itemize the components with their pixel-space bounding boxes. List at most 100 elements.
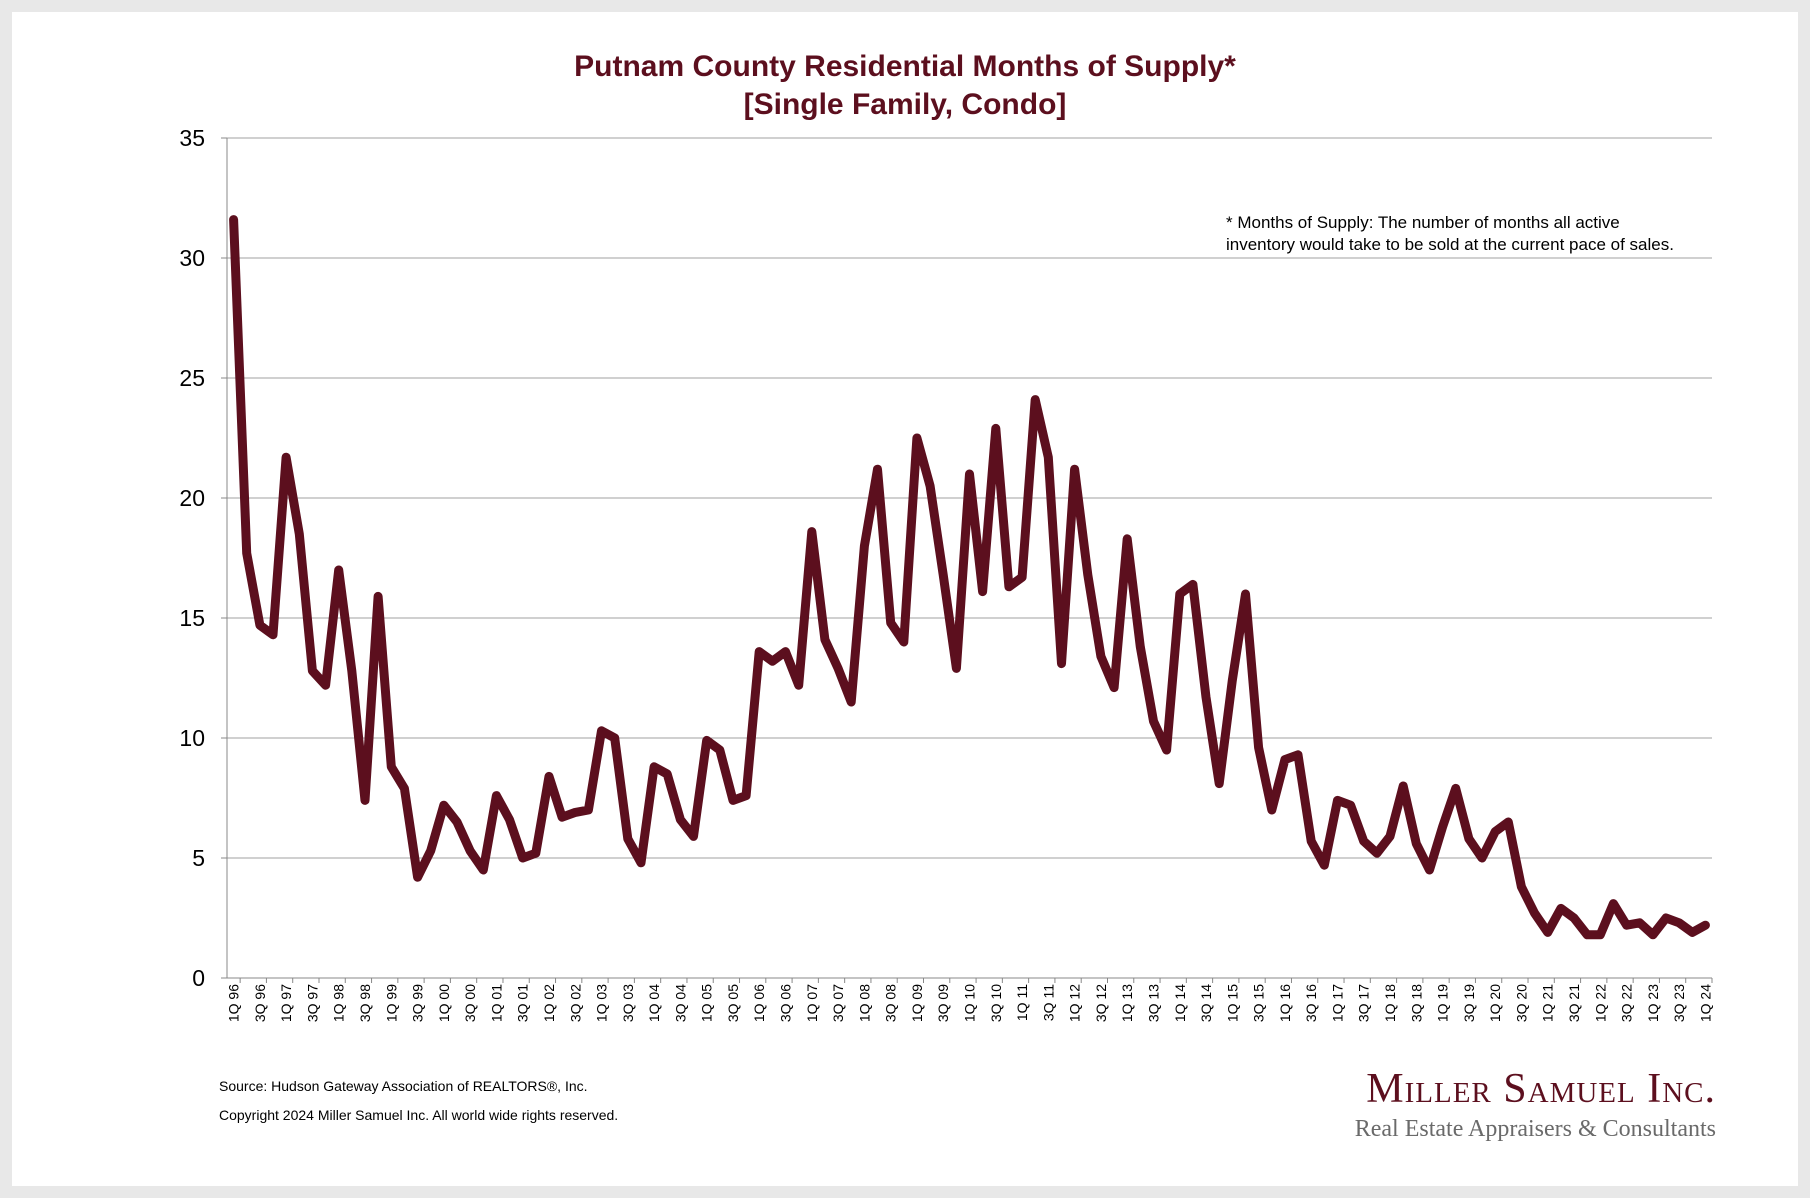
- x-tick-label: 1Q 97: [278, 984, 294, 1022]
- data-point: [876, 468, 879, 471]
- data-point: [1507, 821, 1510, 823]
- x-tick-label: 3Q 17: [1356, 984, 1372, 1022]
- x-tick-label: 3Q 16: [1303, 984, 1319, 1022]
- data-point: [1481, 857, 1484, 859]
- x-tick-label: 1Q 06: [751, 984, 767, 1022]
- x-tick-label: 1Q 20: [1487, 984, 1503, 1022]
- data-point: [1691, 931, 1694, 934]
- data-point: [1612, 902, 1615, 905]
- x-tick-label: 3Q 09: [935, 984, 951, 1022]
- x-tick-label: 1Q 01: [488, 984, 504, 1022]
- data-point: [311, 669, 314, 672]
- x-tick-label: 1Q 04: [646, 984, 662, 1022]
- data-point: [942, 573, 945, 576]
- data-point: [1651, 933, 1654, 936]
- data-point: [745, 794, 748, 797]
- x-tick-label: 3Q 97: [304, 984, 320, 1022]
- x-tick-label: 3Q 10: [988, 984, 1004, 1022]
- data-point: [508, 818, 511, 821]
- data-point: [731, 799, 734, 802]
- x-tick-label: 3Q 03: [620, 984, 636, 1022]
- data-point: [377, 595, 380, 598]
- data-point: [1559, 907, 1562, 910]
- x-tick-label: 1Q 19: [1435, 984, 1451, 1022]
- data-point: [1454, 787, 1457, 790]
- data-point: [258, 624, 261, 627]
- x-tick-label: 3Q 14: [1198, 984, 1214, 1022]
- x-tick-label: 1Q 12: [1067, 984, 1083, 1022]
- data-point: [350, 669, 353, 672]
- data-point: [1139, 645, 1142, 648]
- data-point: [758, 650, 761, 653]
- data-point: [1389, 835, 1392, 838]
- y-tick-label: 10: [179, 725, 205, 751]
- data-point: [639, 861, 642, 864]
- x-tick-label: 1Q 98: [331, 984, 347, 1022]
- chart-subtitle: [Single Family, Condo]: [743, 88, 1067, 121]
- data-point: [1546, 931, 1549, 934]
- data-point: [968, 473, 971, 475]
- x-tick-label: 1Q 10: [962, 984, 978, 1022]
- x-tick-label: 1Q 03: [594, 984, 610, 1022]
- x-tick-label: 1Q 22: [1592, 984, 1608, 1022]
- x-tick-label: 3Q 02: [567, 984, 583, 1022]
- x-tick-label: 3Q 19: [1461, 984, 1477, 1022]
- data-point: [1231, 679, 1234, 682]
- data-point: [653, 765, 656, 768]
- data-point: [1533, 912, 1536, 915]
- data-point: [837, 667, 840, 670]
- x-tick-label: 3Q 05: [725, 984, 741, 1022]
- x-tick-label: 3Q 23: [1671, 984, 1687, 1022]
- data-point: [1007, 585, 1010, 588]
- data-point: [245, 552, 248, 555]
- data-point: [1441, 825, 1444, 828]
- y-tick-label: 0: [192, 965, 205, 991]
- y-tick-label: 20: [179, 485, 205, 511]
- data-point: [1021, 576, 1024, 579]
- data-point: [298, 533, 301, 535]
- data-point: [850, 701, 853, 703]
- data-point: [1336, 799, 1339, 802]
- data-point: [442, 804, 445, 807]
- data-point: [455, 821, 458, 823]
- data-point: [902, 641, 905, 643]
- data-point: [613, 737, 616, 739]
- data-point: [482, 869, 485, 871]
- data-point: [1191, 583, 1194, 586]
- x-tick-label: 3Q 00: [462, 984, 478, 1022]
- x-tick-label: 3Q 20: [1513, 984, 1529, 1022]
- data-point: [666, 773, 669, 775]
- data-point: [1060, 662, 1063, 665]
- y-tick-label: 5: [192, 845, 205, 871]
- data-point: [1178, 593, 1181, 595]
- annotation-line-2: inventory would take to be sold at the c…: [1226, 235, 1674, 254]
- x-tick-label: 3Q 22: [1619, 984, 1635, 1022]
- data-point: [1086, 573, 1089, 576]
- data-point: [718, 749, 721, 751]
- data-point: [534, 852, 537, 855]
- x-tick-label: 3Q 01: [515, 984, 531, 1022]
- x-tick-label: 3Q 21: [1566, 984, 1582, 1022]
- x-tick-label: 1Q 23: [1645, 984, 1661, 1022]
- company-logo: Miller Samuel Inc. Real Estate Appraiser…: [1355, 1066, 1716, 1146]
- x-tick-label: 3Q 18: [1408, 984, 1424, 1022]
- data-point: [1126, 537, 1129, 540]
- data-point: [929, 485, 932, 487]
- data-point: [1402, 785, 1405, 787]
- data-point: [390, 765, 393, 768]
- x-tick-label: 3Q 06: [778, 984, 794, 1022]
- x-tick-label: 1Q 17: [1329, 984, 1345, 1022]
- x-tick-label: 1Q 02: [541, 984, 557, 1022]
- x-tick-label: 1Q 21: [1540, 984, 1556, 1022]
- x-tick-label: 1Q 08: [856, 984, 872, 1022]
- data-point: [1704, 924, 1707, 927]
- x-tick-label: 3Q 04: [672, 984, 688, 1022]
- data-point: [692, 835, 695, 838]
- x-tick-label: 1Q 05: [699, 984, 715, 1022]
- data-point: [1678, 921, 1681, 924]
- x-tick-label: 3Q 96: [252, 984, 268, 1022]
- x-tick-label: 3Q 99: [410, 984, 426, 1022]
- data-point: [1257, 746, 1260, 749]
- data-point: [955, 667, 958, 670]
- data-point: [1665, 917, 1668, 919]
